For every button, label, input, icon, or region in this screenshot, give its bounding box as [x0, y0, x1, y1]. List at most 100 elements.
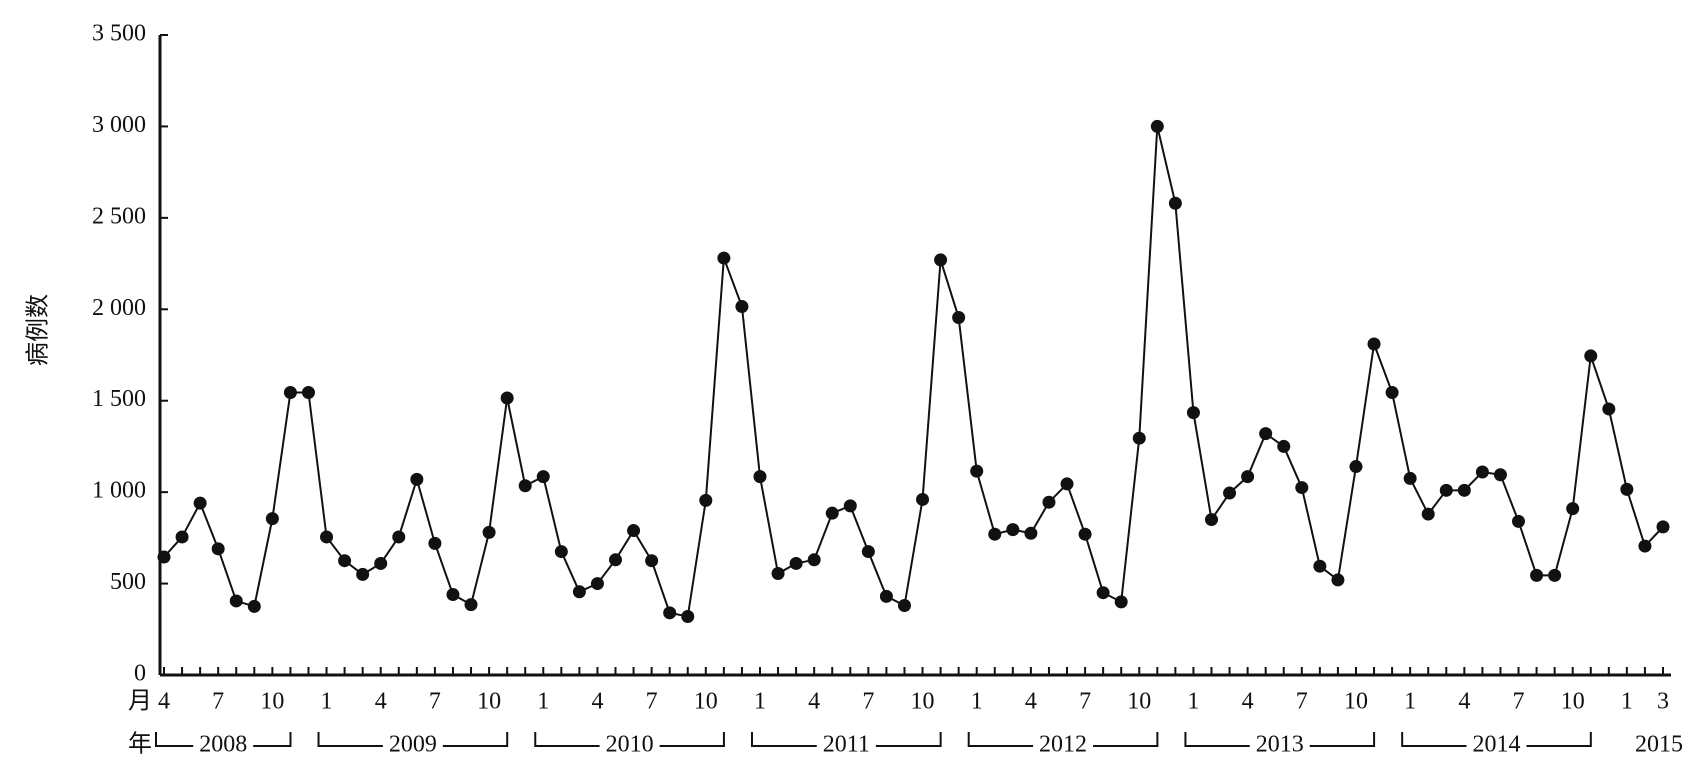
data-point [374, 556, 388, 570]
data-point [879, 589, 893, 603]
data-point [1475, 465, 1489, 479]
data-point [446, 588, 460, 602]
data-point [843, 499, 857, 513]
x-tick-label: 4 [158, 689, 170, 715]
data-point [482, 525, 496, 539]
data-point [1439, 483, 1453, 497]
data-point [229, 594, 243, 608]
data-point [1566, 502, 1580, 516]
data-point [1259, 427, 1273, 441]
year-bracket [967, 732, 1159, 747]
x-tick-label: 10 [1344, 689, 1368, 715]
data-point [1638, 539, 1652, 553]
data-point [1313, 559, 1327, 573]
data-point [1548, 568, 1562, 582]
y-tick-label: 1 500 [92, 386, 146, 412]
x-tick-label: 1 [321, 689, 333, 715]
data-point [1168, 196, 1182, 210]
x-tick-label: 7 [1079, 689, 1091, 715]
data-point [1349, 460, 1363, 474]
data-point [518, 479, 532, 493]
data-point [1114, 595, 1128, 609]
data-point [771, 567, 785, 581]
x-tick-label: 10 [694, 689, 718, 715]
data-point [934, 253, 948, 267]
data-point [861, 545, 875, 559]
series-line [163, 126, 1664, 618]
x-tick-label: 4 [1458, 689, 1470, 715]
data-point [1078, 527, 1092, 541]
data-point [1241, 470, 1255, 484]
year-label: 2009 [389, 732, 437, 758]
data-point [392, 530, 406, 544]
data-point [1186, 406, 1200, 420]
x-tick-label: 4 [375, 689, 387, 715]
data-point [1421, 507, 1435, 521]
y-tick-label: 0 [134, 661, 146, 687]
y-tick-label: 2 000 [92, 295, 146, 321]
x-month-label: 月 [128, 689, 152, 715]
x-tick-label: 7 [862, 689, 874, 715]
data-point [1132, 431, 1146, 445]
x-tick-label: 4 [1025, 689, 1037, 715]
x-tick-label: 1 [1404, 689, 1416, 715]
data-point [825, 506, 839, 520]
x-tick-label: 7 [212, 689, 224, 715]
data-point [681, 609, 695, 623]
data-point [1042, 495, 1056, 509]
data-point [265, 512, 279, 526]
data-point [1024, 526, 1038, 540]
data-point [1295, 481, 1309, 495]
data-point [1584, 349, 1598, 363]
data-point [663, 606, 677, 620]
year-label: 2012 [1039, 732, 1087, 758]
data-point [356, 567, 370, 581]
data-point [1530, 568, 1544, 582]
data-point [464, 598, 478, 612]
x-tick-label: 10 [260, 689, 284, 715]
x-tick-label: 10 [1127, 689, 1151, 715]
x-tick-label: 10 [1561, 689, 1585, 715]
x-tick-label: 1 [1187, 689, 1199, 715]
data-point [1493, 468, 1507, 482]
data-point [590, 577, 604, 591]
data-point [572, 585, 586, 599]
y-tick-label: 500 [110, 569, 146, 595]
year-label: 2008 [199, 732, 247, 758]
data-point [211, 542, 225, 556]
year-label: 2010 [606, 732, 654, 758]
x-tick-label: 3 [1657, 689, 1669, 715]
x-tick-label: 4 [808, 689, 820, 715]
year-bracket [317, 732, 509, 747]
data-point [536, 470, 550, 484]
year-bracket [1184, 732, 1376, 747]
data-point [175, 530, 189, 544]
year-bracket [534, 732, 725, 747]
data-point [338, 554, 352, 568]
data-point [897, 599, 911, 613]
data-point [1006, 523, 1020, 537]
year-bracket [1401, 732, 1592, 747]
data-point [1096, 586, 1110, 600]
data-point [554, 545, 568, 559]
x-tick-label: 4 [591, 689, 603, 715]
x-tick-label: 7 [429, 689, 441, 715]
data-point [1204, 513, 1218, 527]
data-point [410, 472, 424, 486]
data-point [916, 492, 930, 506]
y-tick-label: 3 500 [92, 21, 146, 47]
data-point [645, 554, 659, 568]
year-bracket [750, 732, 942, 747]
x-tick-label: 7 [646, 689, 658, 715]
data-point [500, 391, 514, 405]
x-tick-label: 1 [754, 689, 766, 715]
x-tick-label: 10 [911, 689, 935, 715]
year-label: 2013 [1256, 732, 1304, 758]
data-point [735, 300, 749, 314]
data-point [1457, 483, 1471, 497]
y-tick-label: 1 000 [92, 478, 146, 504]
year-label: 2015 [1635, 732, 1683, 758]
data-point [1150, 119, 1164, 133]
x-tick-label: 1 [971, 689, 983, 715]
data-point [301, 385, 315, 399]
